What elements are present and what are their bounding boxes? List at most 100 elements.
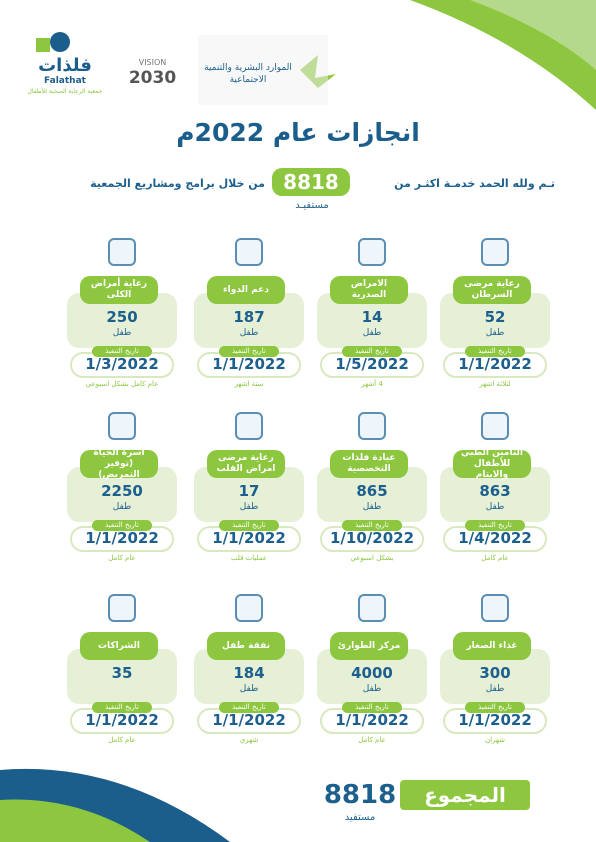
vision-year: 2030 bbox=[128, 68, 177, 88]
logo-mark bbox=[50, 32, 70, 52]
card-value: 4000 bbox=[351, 664, 393, 682]
card-date-text: 1/10/2022 bbox=[329, 529, 415, 547]
card-value: 865 bbox=[356, 482, 388, 500]
date-caption: تاريخ التنفيذ bbox=[465, 346, 525, 357]
card-unit: طفل bbox=[485, 502, 505, 512]
card-note: شهران bbox=[484, 736, 506, 744]
date-caption: تاريخ التنفيذ bbox=[92, 520, 152, 531]
date-caption: تاريخ التنفيذ bbox=[92, 346, 152, 357]
total-value: 8818 bbox=[323, 780, 397, 810]
date-caption: تاريخ التنفيذ bbox=[219, 520, 279, 531]
card-label: رعاية مرضى السرطان bbox=[453, 276, 531, 304]
card-unit: طفل bbox=[239, 684, 259, 694]
card-date-text: 1/1/2022 bbox=[335, 711, 409, 729]
date-caption: تاريخ التنفيذ bbox=[92, 702, 152, 713]
intro-after: من خلال برامج ومشاريع الجمعية bbox=[90, 177, 265, 190]
card-icon bbox=[235, 238, 263, 266]
card-note: 4 أشهر bbox=[361, 380, 383, 388]
card-unit: طفل bbox=[485, 328, 505, 338]
date-caption: تاريخ التنفيذ bbox=[219, 346, 279, 357]
logo-mark bbox=[36, 38, 50, 52]
card-unit: طفل bbox=[362, 502, 382, 512]
card-date-text: 1/1/2022 bbox=[458, 355, 532, 373]
card-unit: طفل bbox=[362, 684, 382, 694]
total-unit: مستفيد bbox=[344, 812, 376, 823]
card-unit: طفل bbox=[239, 502, 259, 512]
card-value: 14 bbox=[361, 308, 383, 326]
logo-en: Falathat bbox=[44, 76, 86, 86]
total-label: المجموع bbox=[400, 780, 530, 810]
card-label: رعاية مرضى امراض القلب bbox=[207, 450, 285, 478]
intro-before: تـم ولله الحمد خدمـة اكثـر من bbox=[394, 177, 555, 190]
date-caption: تاريخ التنفيذ bbox=[465, 520, 525, 531]
card-unit: طفل bbox=[239, 328, 259, 338]
ministry: الموارد البشرية والتنمية الاجتماعية bbox=[204, 63, 292, 85]
card-note: عام كامل bbox=[481, 554, 509, 562]
card-date-text: 1/1/2022 bbox=[212, 529, 286, 547]
card-date-text: 1/1/2022 bbox=[85, 529, 159, 547]
card-note: عام كامل بشكل اسبوعي bbox=[85, 380, 159, 388]
card-value: 187 bbox=[233, 308, 265, 326]
card-value: 184 bbox=[233, 664, 265, 682]
card-note: لثلاثة اشهر bbox=[479, 380, 511, 388]
date-caption: تاريخ التنفيذ bbox=[342, 520, 402, 531]
logo-ar: فلذات bbox=[38, 55, 92, 76]
card-icon bbox=[108, 412, 136, 440]
card-note: شهري bbox=[239, 736, 259, 744]
card-date-text: 1/4/2022 bbox=[458, 529, 532, 547]
card-icon bbox=[481, 594, 509, 622]
title: انجازات عام 2022م bbox=[176, 118, 420, 147]
card-icon bbox=[108, 594, 136, 622]
card-value: 52 bbox=[484, 308, 506, 326]
card-label: عيادة فلذات التخصصية bbox=[330, 450, 408, 478]
card-date-text: 1/5/2022 bbox=[335, 355, 409, 373]
card-icon bbox=[358, 412, 386, 440]
card-date-text: 1/1/2022 bbox=[212, 711, 286, 729]
card-label: الامراض الصدرية bbox=[330, 276, 408, 304]
card-label: غذاء الصغار bbox=[453, 632, 531, 660]
intro-unit: مستفيـد bbox=[295, 200, 329, 211]
card-label: اسرة الحياة (توفير التمريض) bbox=[80, 448, 158, 480]
card-icon bbox=[108, 238, 136, 266]
date-caption: تاريخ التنفيذ bbox=[342, 702, 402, 713]
card-value: 300 bbox=[479, 664, 511, 682]
card-note: بشكل اسبوعي bbox=[350, 554, 394, 562]
card-icon bbox=[358, 238, 386, 266]
ministry-bg bbox=[198, 35, 328, 105]
card-unit: طفل bbox=[112, 502, 132, 512]
intro-count: 8818 bbox=[272, 168, 350, 196]
corner-light bbox=[470, 0, 596, 70]
card-icon bbox=[358, 594, 386, 622]
card-icon bbox=[481, 238, 509, 266]
card-date-text: 1/1/2022 bbox=[458, 711, 532, 729]
card-label: نفقة طفل bbox=[207, 632, 285, 660]
card-value: 17 bbox=[238, 482, 260, 500]
card-icon bbox=[235, 412, 263, 440]
card-note: عمليات قلب bbox=[230, 554, 268, 562]
date-caption: تاريخ التنفيذ bbox=[219, 702, 279, 713]
card-value: 250 bbox=[106, 308, 138, 326]
card-label: الشراكات bbox=[80, 632, 158, 660]
card-note: ستة اشهر bbox=[234, 380, 264, 388]
card-unit: طفل bbox=[485, 684, 505, 694]
footer-green bbox=[0, 799, 150, 842]
card-value: 863 bbox=[479, 482, 511, 500]
card-label: دعم الدواء bbox=[207, 276, 285, 304]
card-date-text: 1/1/2022 bbox=[85, 711, 159, 729]
card-unit: طفل bbox=[112, 328, 132, 338]
card-icon bbox=[481, 412, 509, 440]
card-date-text: 1/3/2022 bbox=[85, 355, 159, 373]
card-value: 35 bbox=[111, 664, 133, 682]
date-caption: تاريخ التنفيذ bbox=[465, 702, 525, 713]
card-date-text: 1/1/2022 bbox=[212, 355, 286, 373]
card-label: مركز الطوارئ bbox=[330, 632, 408, 660]
card-unit: طفل bbox=[362, 328, 382, 338]
card-label: رعاية أمراض الكلى bbox=[80, 276, 158, 304]
card-note: عام كامل bbox=[108, 736, 136, 744]
logo-sub: جمعية الرعاية الصحية للأطفال bbox=[27, 88, 103, 95]
card-icon bbox=[235, 594, 263, 622]
card-value: 2250 bbox=[101, 482, 143, 500]
date-caption: تاريخ التنفيذ bbox=[342, 346, 402, 357]
